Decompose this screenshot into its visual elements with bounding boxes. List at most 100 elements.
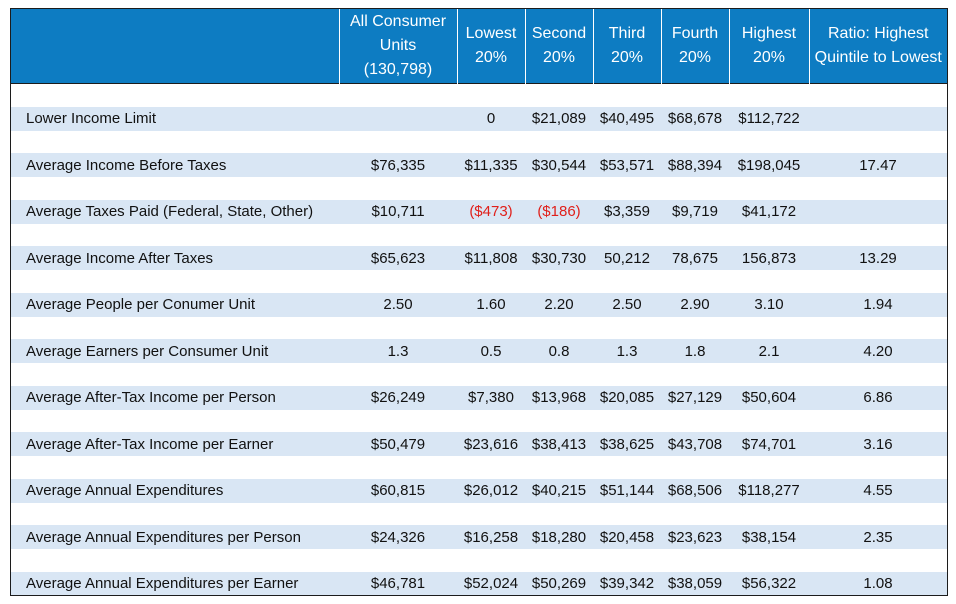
spacer-cell xyxy=(729,456,809,479)
spacer-cell xyxy=(11,316,339,339)
cell-q4: 78,675 xyxy=(661,246,729,270)
cell-q3: $53,571 xyxy=(593,153,661,177)
table-row: Average After-Tax Income per Person $26,2… xyxy=(11,385,947,410)
spacer-cell xyxy=(661,177,729,200)
spacer-cell xyxy=(809,409,947,432)
spacer-cell xyxy=(339,316,457,339)
column-header-ratio: Ratio: Highest Quintile to Lowest xyxy=(809,9,947,84)
spacer-cell xyxy=(809,130,947,153)
column-header-line: Lowest xyxy=(465,25,517,42)
cell-all xyxy=(339,106,457,131)
spacer-cell xyxy=(729,502,809,525)
column-header-line: Units xyxy=(379,37,417,54)
cell-q2: $13,968 xyxy=(525,385,593,410)
cell-q2: $30,730 xyxy=(525,246,593,270)
spacer-cell xyxy=(11,502,339,525)
table-header: All Consumer Units (130,798) Lowest 20% Secon… xyxy=(11,9,947,84)
cell-ratio: 1.08 xyxy=(809,571,947,595)
spacer-cell xyxy=(593,270,661,293)
cell-q5: $56,322 xyxy=(729,571,809,595)
table-row: Average Earners per Consumer Unit 1.3 0.5 0… xyxy=(11,339,947,363)
cell-all: 2.50 xyxy=(339,292,457,317)
column-header-line: Highest xyxy=(741,25,797,42)
cell-q4: $9,719 xyxy=(661,199,729,224)
cell-q1: 0 xyxy=(457,106,525,131)
cell-q3: $51,144 xyxy=(593,478,661,503)
spacer-cell xyxy=(339,502,457,525)
column-header-line: 20% xyxy=(474,49,508,66)
spacer-cell xyxy=(593,130,661,153)
cell-q4: $27,129 xyxy=(661,385,729,410)
spacer-cell xyxy=(593,223,661,246)
spacer-cell xyxy=(729,177,809,200)
spacer-cell xyxy=(593,502,661,525)
cell-q1: ($473) xyxy=(457,199,525,224)
spacer-cell xyxy=(661,130,729,153)
spacer-cell xyxy=(457,502,525,525)
cell-all: $50,479 xyxy=(339,432,457,456)
cell-all: $24,326 xyxy=(339,525,457,549)
cell-q1: $16,258 xyxy=(457,525,525,549)
spacer-cell xyxy=(661,363,729,386)
cell-ratio: 2.35 xyxy=(809,525,947,549)
column-header-q2: Second 20% xyxy=(525,9,594,84)
spacer-cell xyxy=(339,456,457,479)
spacer-cell xyxy=(339,270,457,293)
table-row: Average Income Before Taxes $76,335 $11,33… xyxy=(11,153,947,177)
cell-all: 1.3 xyxy=(339,339,457,363)
column-header-line: Ratio: Highest xyxy=(828,25,929,42)
spacer-row xyxy=(11,270,947,293)
spacer-cell xyxy=(593,83,661,107)
spacer-cell xyxy=(809,316,947,339)
spacer-cell xyxy=(593,363,661,386)
cell-ratio: 6.86 xyxy=(809,385,947,410)
spacer-cell xyxy=(525,456,593,479)
spacer-cell xyxy=(457,363,525,386)
spacer-cell xyxy=(457,316,525,339)
cell-q2: $18,280 xyxy=(525,525,593,549)
cell-q5: 2.1 xyxy=(729,339,809,363)
spacer-cell xyxy=(525,83,593,107)
spacer-cell xyxy=(11,456,339,479)
spacer-cell xyxy=(809,502,947,525)
cell-all: $65,623 xyxy=(339,246,457,270)
row-label: Lower Income Limit xyxy=(11,106,339,131)
cell-q1: $11,808 xyxy=(457,246,525,270)
cell-q5: 156,873 xyxy=(729,246,809,270)
spacer-row xyxy=(11,502,947,525)
spacer-cell xyxy=(729,363,809,386)
spacer-cell xyxy=(11,270,339,293)
cell-q4: $88,394 xyxy=(661,153,729,177)
spacer-cell xyxy=(11,363,339,386)
cell-q5: $41,172 xyxy=(729,199,809,224)
spacer-row xyxy=(11,409,947,432)
spacer-cell xyxy=(11,409,339,432)
spacer-cell xyxy=(809,456,947,479)
spacer-cell xyxy=(593,549,661,572)
cell-q3: $38,625 xyxy=(593,432,661,456)
spacer-row xyxy=(11,177,947,200)
column-header-line: Quintile to Lowest xyxy=(814,49,942,66)
spacer-cell xyxy=(339,363,457,386)
row-label: Average After-Tax Income per Person xyxy=(11,385,339,410)
cell-ratio: 4.55 xyxy=(809,478,947,503)
table-body: Lower Income Limit 0 $21,089 $40,495 $68,678… xyxy=(11,83,947,595)
column-header-line: 20% xyxy=(678,49,712,66)
table-row: Average Annual Expenditures per Earner $4… xyxy=(11,571,947,595)
income-quintile-table: All Consumer Units (130,798) Lowest 20% Secon… xyxy=(11,9,947,595)
spacer-cell xyxy=(339,130,457,153)
table-row: Average Taxes Paid (Federal, State, Othe… xyxy=(11,199,947,224)
cell-q4: $23,623 xyxy=(661,525,729,549)
cell-q2: $30,544 xyxy=(525,153,593,177)
cell-q3: $20,458 xyxy=(593,525,661,549)
cell-q2: $50,269 xyxy=(525,571,593,595)
spacer-cell xyxy=(729,83,809,107)
table-row: Lower Income Limit 0 $21,089 $40,495 $68,678… xyxy=(11,106,947,131)
table-row: Average Income After Taxes $65,623 $11,808… xyxy=(11,246,947,270)
cell-q1: $52,024 xyxy=(457,571,525,595)
spacer-row xyxy=(11,130,947,153)
spacer-row xyxy=(11,456,947,479)
row-label: Average After-Tax Income per Earner xyxy=(11,432,339,456)
cell-q4: 2.90 xyxy=(661,292,729,317)
spacer-cell xyxy=(661,316,729,339)
